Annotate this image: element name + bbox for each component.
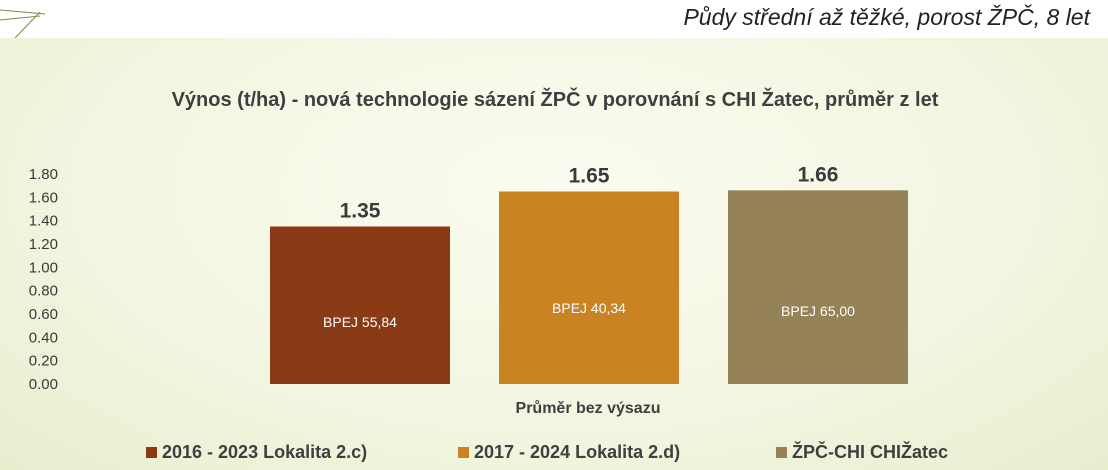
slide-header: Půdy střední až těžké, porost ŽPČ, 8 let bbox=[0, 0, 1108, 39]
y-tick-label: 0.20 bbox=[29, 353, 58, 370]
y-tick-label: 1.20 bbox=[29, 236, 58, 253]
bar-series-2 bbox=[499, 191, 679, 384]
y-tick-label: 0.80 bbox=[29, 283, 58, 300]
bar-value-label: 1.66 bbox=[798, 163, 839, 186]
legend: 2016 - 2023 Lokalita 2.c) 2017 - 2024 Lok… bbox=[146, 441, 948, 462]
bar-inner-label: BPEJ 40,34 bbox=[552, 300, 626, 316]
bar-chart: Výnos (t/ha) - nová technologie sázení Ž… bbox=[29, 87, 948, 462]
y-tick-label: 0.00 bbox=[29, 376, 58, 393]
x-axis-category-label: Průměr bez výsazu bbox=[516, 400, 661, 417]
slide-subtitle: Půdy střední až těžké, porost ŽPČ, 8 let bbox=[683, 4, 1090, 30]
legend-label-2: 2017 - 2024 Lokalita 2.d) bbox=[474, 442, 680, 462]
y-tick-label: 1.80 bbox=[29, 166, 58, 183]
legend-label-3: ŽPČ-CHI CHIŽatec bbox=[792, 441, 948, 462]
chart-area: Výnos (t/ha) - nová technologie sázení Ž… bbox=[0, 38, 1108, 470]
legend-swatch-1 bbox=[146, 447, 157, 458]
legend-label-1: 2016 - 2023 Lokalita 2.c) bbox=[162, 442, 367, 462]
y-tick-label: 0.60 bbox=[29, 306, 58, 323]
y-axis: 0.00 0.20 0.40 0.60 0.80 1.00 1.20 1.40 1.60 1.80 bbox=[29, 166, 58, 393]
y-tick-label: 0.40 bbox=[29, 329, 58, 346]
bars-group: 1.35 BPEJ 55,84 1.65 BPEJ 40,34 1.66 BPEJ 65,… bbox=[270, 163, 908, 384]
y-tick-label: 1.40 bbox=[29, 213, 58, 230]
bar-value-label: 1.65 bbox=[569, 165, 610, 188]
legend-swatch-3 bbox=[776, 447, 787, 458]
bar-series-1 bbox=[270, 226, 450, 384]
bar-inner-label: BPEJ 65,00 bbox=[781, 303, 855, 319]
chart-title: Výnos (t/ha) - nová technologie sázení Ž… bbox=[172, 87, 939, 111]
legend-swatch-2 bbox=[458, 447, 469, 458]
bar-value-label: 1.35 bbox=[340, 200, 381, 223]
bar-series-3 bbox=[728, 190, 908, 384]
bar-inner-label: BPEJ 55,84 bbox=[323, 314, 397, 330]
y-tick-label: 1.60 bbox=[29, 189, 58, 206]
y-tick-label: 1.00 bbox=[29, 259, 58, 276]
decorative-lines bbox=[0, 9, 46, 39]
